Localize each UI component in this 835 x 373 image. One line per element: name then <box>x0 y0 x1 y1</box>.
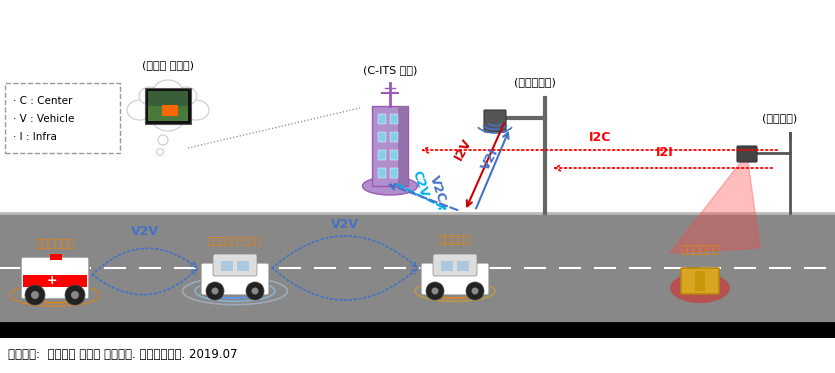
Text: I2C: I2C <box>589 131 611 144</box>
FancyBboxPatch shape <box>5 83 120 153</box>
Text: I2I: I2I <box>656 146 674 159</box>
Bar <box>0 323 835 373</box>
Bar <box>237 261 249 271</box>
FancyArrowPatch shape <box>92 269 196 295</box>
Bar <box>50 254 62 260</box>
FancyBboxPatch shape <box>737 146 757 162</box>
Bar <box>148 106 188 121</box>
Ellipse shape <box>154 80 182 100</box>
FancyBboxPatch shape <box>433 254 477 276</box>
FancyBboxPatch shape <box>372 106 408 186</box>
FancyArrowPatch shape <box>92 248 196 275</box>
FancyBboxPatch shape <box>484 110 506 132</box>
FancyArrowPatch shape <box>390 184 458 210</box>
Text: I2V: I2V <box>452 136 474 162</box>
Text: V2V: V2V <box>131 225 159 238</box>
Circle shape <box>156 148 164 156</box>
Circle shape <box>426 282 444 300</box>
Bar <box>441 261 453 271</box>
FancyBboxPatch shape <box>21 257 89 299</box>
Text: V2I: V2I <box>479 146 501 172</box>
FancyArrowPatch shape <box>554 165 772 171</box>
Text: (노변기지국): (노변기지국) <box>514 77 556 87</box>
Circle shape <box>71 291 79 299</box>
Polygon shape <box>670 154 760 253</box>
Circle shape <box>466 282 484 300</box>
Ellipse shape <box>183 100 209 120</box>
Text: 《정보습득·대응》: 《정보습득·대응》 <box>208 235 262 245</box>
Circle shape <box>211 288 219 295</box>
FancyBboxPatch shape <box>145 88 191 124</box>
Text: V2V: V2V <box>331 218 359 231</box>
Text: V2C: V2C <box>428 174 448 204</box>
Circle shape <box>25 285 45 305</box>
Bar <box>148 91 188 121</box>
Circle shape <box>31 291 39 299</box>
Text: · V : Vehicle: · V : Vehicle <box>13 114 74 124</box>
Ellipse shape <box>127 100 153 120</box>
Bar <box>390 132 398 142</box>
FancyArrowPatch shape <box>272 268 417 300</box>
Text: C2V: C2V <box>410 169 430 199</box>
Circle shape <box>251 288 259 295</box>
FancyArrowPatch shape <box>467 123 504 206</box>
Ellipse shape <box>362 177 418 195</box>
Circle shape <box>206 282 224 300</box>
FancyBboxPatch shape <box>213 254 257 276</box>
Bar <box>378 150 386 160</box>
Text: +: + <box>47 275 58 288</box>
Text: · I : Infra: · I : Infra <box>13 132 57 142</box>
Circle shape <box>432 288 438 295</box>
Bar <box>390 114 398 124</box>
Bar <box>378 132 386 142</box>
Bar <box>390 168 398 178</box>
Ellipse shape <box>152 105 184 131</box>
Bar <box>695 271 705 291</box>
Text: (차량내 단말기): (차량내 단말기) <box>142 60 194 70</box>
FancyBboxPatch shape <box>421 263 489 295</box>
FancyBboxPatch shape <box>162 105 178 116</box>
Bar <box>378 168 386 178</box>
Bar <box>457 261 469 271</box>
Text: (C-ITS 센터): (C-ITS 센터) <box>363 65 418 75</box>
Bar <box>23 275 87 287</box>
Bar <box>390 150 398 160</box>
Bar <box>378 114 386 124</box>
Text: 《돌발상황》: 《돌발상황》 <box>681 245 720 255</box>
Bar <box>0 213 835 323</box>
FancyBboxPatch shape <box>201 263 269 295</box>
Ellipse shape <box>670 273 730 303</box>
Circle shape <box>246 282 264 300</box>
Text: · C : Center: · C : Center <box>13 96 73 106</box>
Text: 《긴급차량》: 《긴급차량》 <box>35 239 75 249</box>
Circle shape <box>158 135 168 145</box>
Bar <box>398 106 408 186</box>
Text: 《급제동》: 《급제동》 <box>438 235 472 245</box>
Circle shape <box>472 288 478 295</box>
Bar <box>221 261 233 271</box>
FancyArrowPatch shape <box>476 133 509 209</box>
Ellipse shape <box>175 87 197 105</box>
Bar <box>0 323 835 338</box>
FancyArrowPatch shape <box>423 147 777 153</box>
Ellipse shape <box>139 87 161 105</box>
FancyArrowPatch shape <box>397 184 445 209</box>
Text: (노변센서): (노변센서) <box>762 113 797 123</box>
Text: 자료출처:  「한국판 뉴딜」 종합계획. 관계부서합동. 2019.07: 자료출처: 「한국판 뉴딜」 종합계획. 관계부서합동. 2019.07 <box>8 348 237 361</box>
FancyArrowPatch shape <box>272 236 417 268</box>
Circle shape <box>65 285 85 305</box>
FancyBboxPatch shape <box>681 268 719 294</box>
